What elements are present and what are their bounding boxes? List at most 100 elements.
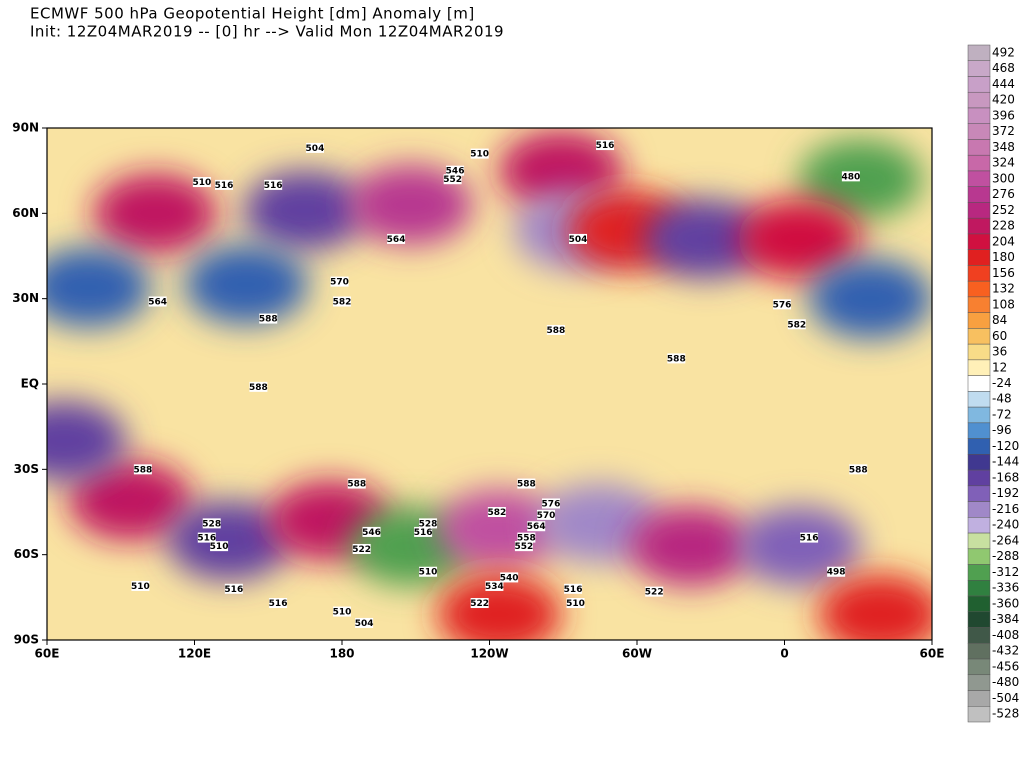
contour-label-box — [541, 498, 560, 509]
colorbar-box — [967, 296, 991, 313]
colorbar-label: 180 — [992, 250, 1015, 264]
colorbar-label: -72 — [992, 407, 1012, 421]
contour-label: 522 — [470, 599, 489, 609]
contour-label-box — [131, 580, 150, 591]
colorbar-box — [967, 217, 991, 235]
contour-label: 582 — [787, 320, 806, 330]
contour-label-box — [215, 179, 233, 190]
colorbar-label: 60 — [992, 329, 1007, 343]
contour-label: 558 — [517, 534, 536, 544]
contour-label: 588 — [667, 354, 686, 364]
contour-label-box — [800, 532, 819, 543]
colorbar-box — [967, 658, 991, 676]
contour-label-box — [224, 583, 243, 594]
colorbar-label: -360 — [992, 596, 1019, 610]
colorbar-label: -312 — [992, 565, 1019, 579]
anomaly-center — [166, 500, 291, 581]
colorbar-label: 156 — [992, 266, 1015, 280]
contour-label: 552 — [515, 542, 534, 552]
contour-label: 582 — [487, 508, 506, 518]
colorbar-box — [967, 532, 991, 550]
contour-label: 534 — [485, 582, 504, 592]
colorbar-box — [967, 375, 991, 392]
colorbar-box — [967, 595, 991, 613]
contour-label-box — [148, 296, 167, 307]
x-tick-label: 60W — [622, 647, 652, 661]
contour-label-box — [566, 598, 585, 609]
colorbar-box — [967, 107, 991, 124]
contour-label-box — [645, 586, 664, 597]
x-tick-label: 120W — [470, 647, 508, 661]
colorbar-box — [967, 60, 991, 77]
colorbar-label: 468 — [992, 61, 1015, 75]
colorbar-label: 300 — [992, 171, 1015, 185]
colorbar: 4924684444203963723483243002762522282041… — [967, 44, 1019, 723]
colorbar-box — [967, 580, 991, 597]
contour-label: 510 — [333, 608, 352, 618]
contour-label-box — [787, 319, 806, 330]
colorbar-box — [967, 564, 991, 581]
contour-label-box — [500, 572, 519, 583]
contour-label-box — [446, 165, 465, 176]
colorbar-box — [967, 186, 991, 203]
anomaly-center — [818, 574, 932, 640]
contour-label-box — [773, 299, 792, 310]
colorbar-box — [967, 265, 991, 282]
contour-label: 516 — [197, 534, 216, 544]
contour-label-box — [264, 179, 283, 190]
axes: 60E 120E 180 120W 60W 0 60E 90N 60N 30N EQ 30S 60S 90… — [12, 121, 944, 661]
colorbar-box — [967, 202, 991, 219]
contour-label: 564 — [387, 235, 406, 245]
contour-label-box — [827, 566, 846, 577]
contour-label-box — [330, 276, 349, 287]
colorbar-box — [967, 249, 991, 266]
contour-label: 570 — [330, 278, 349, 288]
colorbar-box — [967, 501, 991, 518]
contour-label-box — [133, 464, 152, 475]
contour-label: 516 — [215, 181, 234, 191]
colorbar-box — [967, 643, 991, 660]
colorbar-label: 12 — [992, 360, 1007, 374]
anomaly-center — [68, 460, 193, 541]
anomaly-center — [629, 506, 754, 587]
anomaly-center — [47, 247, 151, 328]
contour-label-box — [333, 606, 351, 617]
contour-label-box — [841, 171, 860, 182]
colorbar-label: 492 — [992, 45, 1015, 59]
contour-label-box — [470, 598, 489, 609]
colorbar-label: -192 — [992, 486, 1019, 500]
anomaly-center — [808, 258, 932, 339]
colorbar-box — [967, 233, 991, 250]
contour-label-box — [249, 381, 268, 392]
colorbar-label: 444 — [992, 77, 1015, 91]
colorbar-box — [967, 76, 991, 93]
colorbar-label: -96 — [992, 423, 1012, 437]
contour-label: 528 — [419, 519, 438, 529]
contour-label: 552 — [443, 175, 462, 185]
colorbar-label: -456 — [992, 659, 1019, 673]
colorbar-label: 372 — [992, 124, 1015, 138]
contour-label: 564 — [148, 298, 167, 308]
colorbar-label: 84 — [992, 313, 1007, 327]
contour-label-box — [443, 174, 462, 185]
anomaly-center — [184, 244, 309, 325]
colorbar-label: 36 — [992, 345, 1007, 359]
contour-label: 516 — [800, 534, 819, 544]
contour-label: 510 — [192, 178, 211, 188]
contour-label-box — [333, 296, 351, 307]
contour-label: 510 — [419, 568, 438, 578]
contour-label-box — [849, 464, 868, 475]
contour-label: 576 — [542, 499, 561, 509]
colorbar-box — [967, 44, 991, 61]
contour-label-box — [564, 583, 583, 594]
colorbar-box — [967, 690, 991, 707]
contour-label: 516 — [596, 141, 615, 151]
contour-label-box — [514, 541, 533, 552]
colorbar-box — [967, 438, 991, 455]
colorbar-label: 252 — [992, 203, 1015, 217]
colorbar-box — [967, 706, 991, 723]
contour-label: 510 — [131, 582, 150, 592]
anomaly-center — [498, 130, 623, 211]
